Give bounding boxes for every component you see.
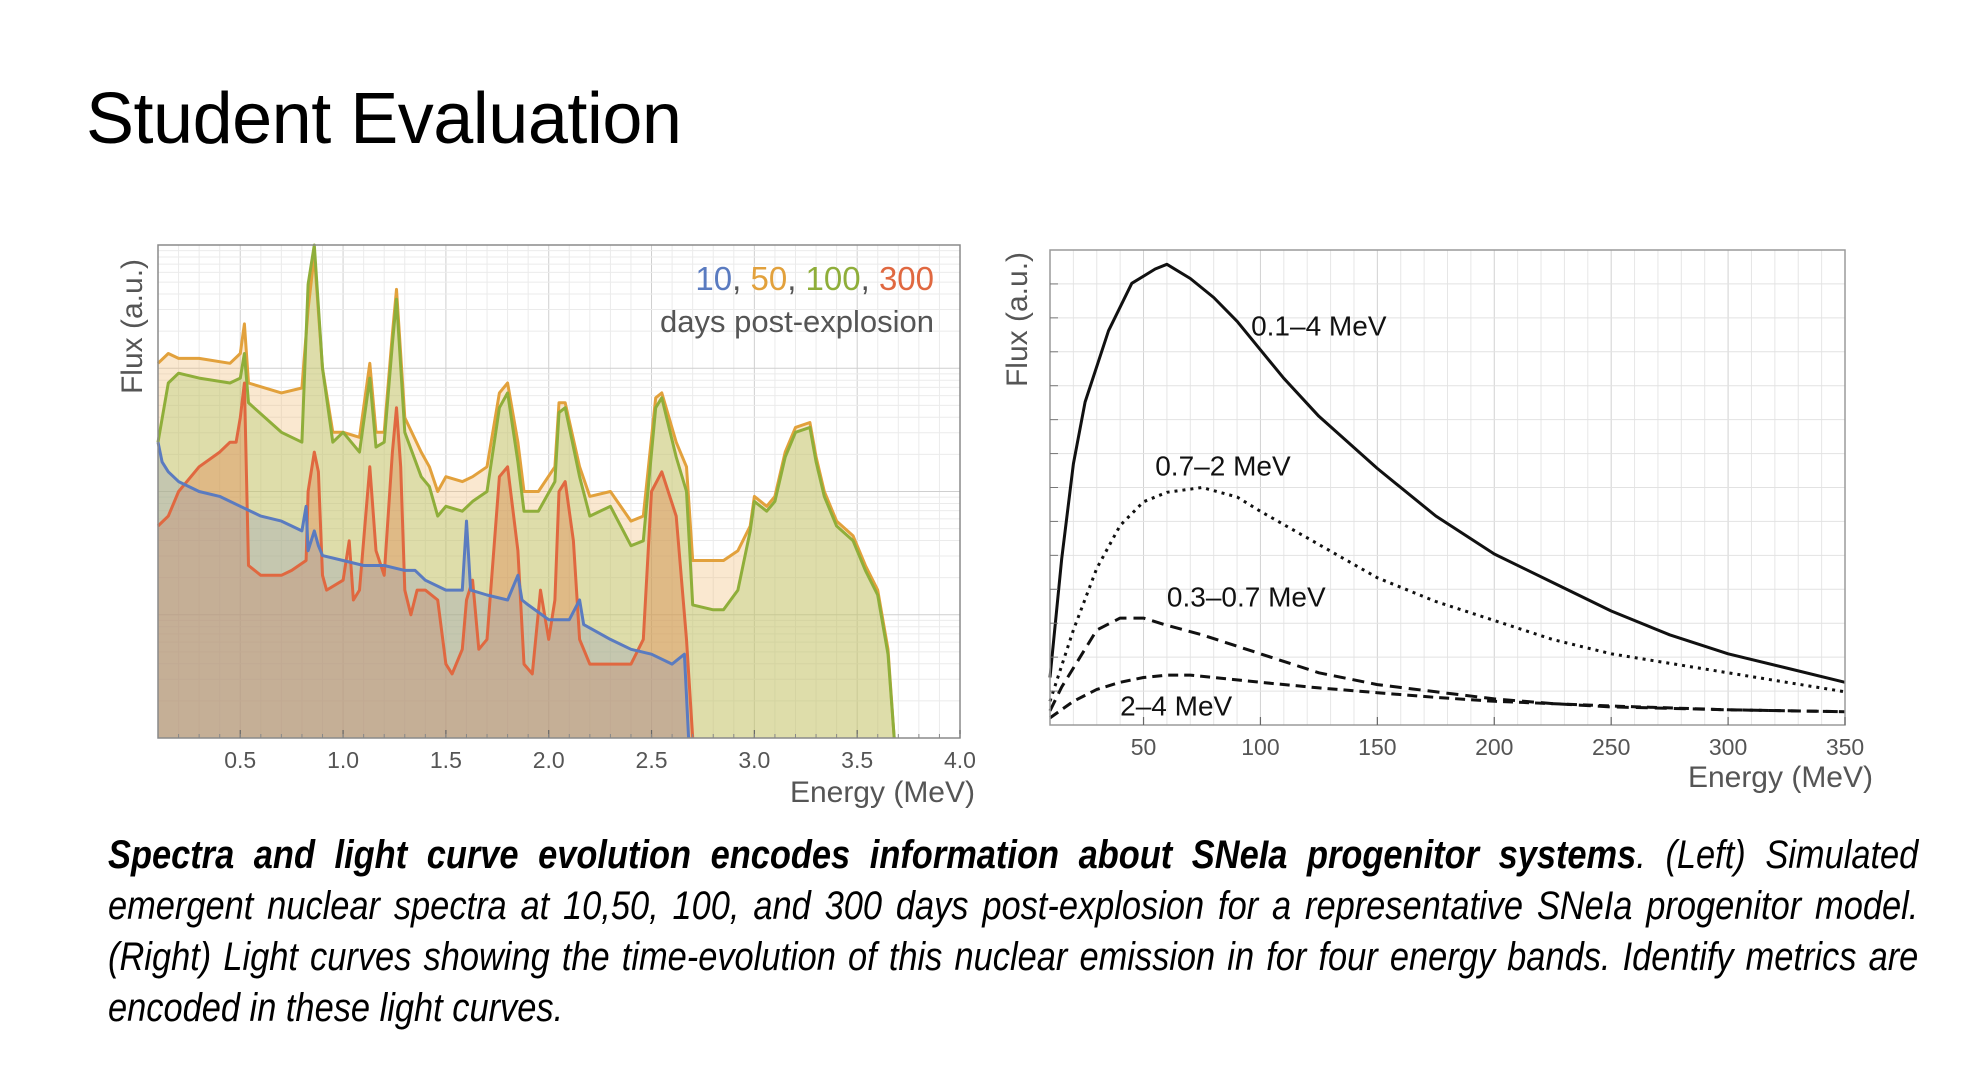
x-tick-label: 100 (1241, 734, 1279, 760)
series-line-100-days (156, 243, 896, 739)
legend-subtitle: days post-explosion (660, 304, 934, 339)
caption-bold-text: Spectra and light curve evolution encode… (108, 833, 1637, 877)
curve-label: 0.3–0.7 MeV (1167, 581, 1326, 612)
legend-entry-100: 100 (806, 260, 861, 297)
x-tick-label: 250 (1592, 734, 1630, 760)
series-area-50-days (158, 254, 895, 738)
curve-label: 2–4 MeV (1120, 691, 1232, 722)
x-tick-label: 50 (1131, 734, 1157, 760)
y-axis-label: Flux (a.u.) (1001, 252, 1034, 387)
x-tick-label: 1.0 (327, 747, 359, 773)
x-tick-label: 2.0 (533, 747, 565, 773)
caption-body-text: . (Left) Simulated emergent nuclear spec… (108, 833, 1919, 1030)
slide-title: Student Evaluation (86, 79, 682, 159)
legend-entries: 10, 50, 100, 300 (695, 260, 934, 297)
x-tick-label: 4.0 (944, 747, 976, 773)
plot-frame (157, 244, 961, 739)
legend-separator: , (861, 260, 879, 297)
legend-entry-10: 10 (695, 260, 732, 297)
figure-caption: Spectra and light curve evolution encode… (108, 830, 1918, 1034)
curve-label: 0.7–2 MeV (1155, 451, 1291, 482)
x-tick-label: 1.5 (430, 747, 462, 773)
x-tick-label: 0.5 (224, 747, 256, 773)
x-tick-label: 300 (1709, 734, 1747, 760)
x-axis-label: Energy (MeV) (790, 776, 975, 809)
y-axis-label: Flux (a.u.) (116, 259, 149, 394)
series-area-300-days (158, 383, 693, 738)
series-line-dashdot (1049, 673, 1846, 720)
left-spectra-chart: 0.5 1.0 1.5 2.0 2.5 3.0 3.5 4.0 Energy (MeV) Flux… (116, 243, 976, 809)
legend-entry-300: 300 (879, 260, 934, 297)
x-tick-label: 200 (1475, 734, 1513, 760)
legend-separator: , (787, 260, 805, 297)
x-tick-label: 150 (1358, 734, 1396, 760)
series-line-dashed (1048, 616, 1846, 714)
x-tick-label: 350 (1826, 734, 1864, 760)
legend-separator: , (732, 260, 750, 297)
x-axis-label: Energy (MeV) (1688, 761, 1873, 794)
x-tick-label: 3.0 (738, 747, 770, 773)
series-line-solid (1048, 262, 1846, 684)
x-tick-label: 2.5 (636, 747, 668, 773)
series-area-100-days (158, 245, 895, 738)
legend-entry-50: 50 (750, 260, 787, 297)
curve-label: 0.1–4 MeV (1251, 311, 1387, 342)
series-line-10-days (156, 441, 691, 739)
x-tick-label: 3.5 (841, 747, 873, 773)
series-line-300-days (156, 381, 695, 739)
